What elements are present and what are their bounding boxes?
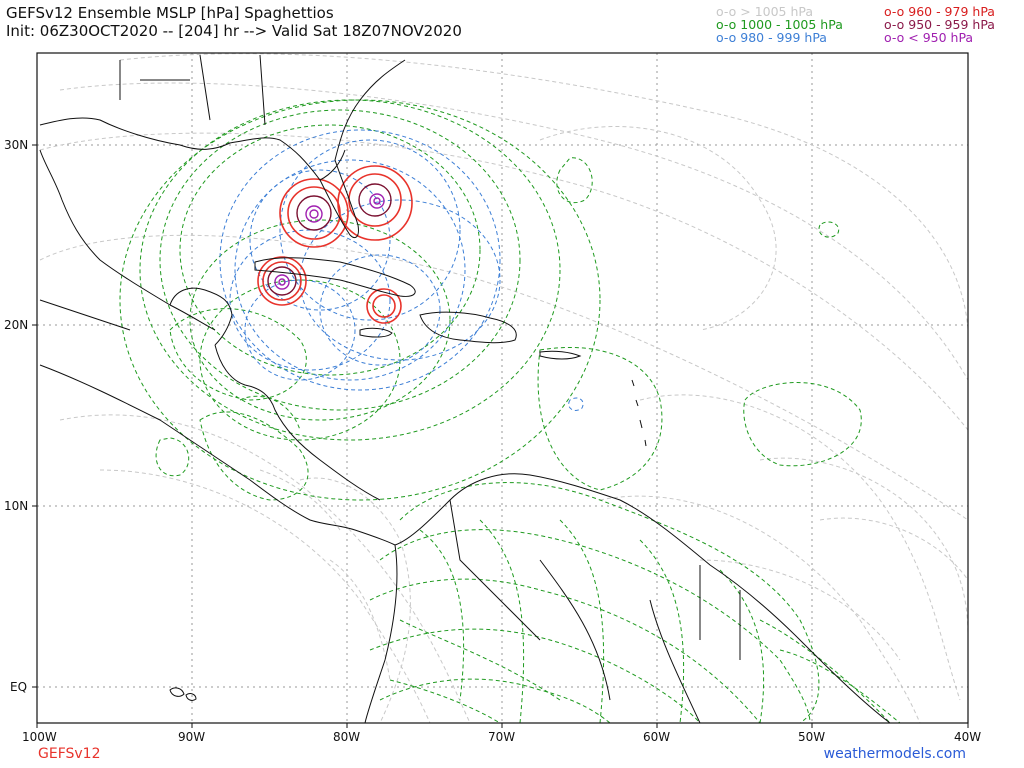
lon-label-70w: 70W (488, 730, 515, 744)
lon-label-100w: 100W (22, 730, 57, 744)
model-name: GEFSv12 (38, 746, 101, 762)
coastlines (39, 54, 891, 723)
legend-gt1005: o-o > 1005 hPa (716, 4, 814, 19)
map-frame (36, 52, 969, 724)
lon-label-50w: 50W (798, 730, 825, 744)
site-credit[interactable]: weathermodels.com (823, 746, 966, 762)
green-contours (119, 99, 901, 723)
red-contours (257, 165, 413, 324)
dark-contours (267, 183, 392, 296)
lon-label-90w: 90W (178, 730, 205, 744)
chart-subtitle: Init: 06Z30OCT2020 -- [204] hr --> Valid… (6, 22, 462, 40)
legend-1000-1005: o-o 1000 - 1005 hPa (716, 17, 843, 32)
legend-950-959: o-o 950 - 959 hPa (884, 17, 995, 32)
lon-label-60w: 60W (643, 730, 670, 744)
legend-960-979: o-o 960 - 979 hPa (884, 4, 995, 19)
lon-label-80w: 80W (333, 730, 360, 744)
lon-label-40w: 40W (954, 730, 981, 744)
purple-contours (274, 193, 385, 290)
lat-label-10n: 10N (4, 499, 28, 513)
lat-lon-grid (37, 53, 968, 723)
axis-ticks (32, 144, 969, 728)
chart-title: GEFSv12 Ensemble MSLP [hPa] Spaghettios (6, 4, 334, 22)
lat-label-eq: EQ (10, 680, 27, 694)
lat-label-20n: 20N (4, 318, 28, 332)
legend-lt950: o-o < 950 hPa (884, 30, 974, 45)
lat-label-30n: 30N (4, 138, 28, 152)
gray-contours (39, 53, 968, 723)
legend-980-999: o-o 980 - 999 hPa (716, 30, 827, 45)
